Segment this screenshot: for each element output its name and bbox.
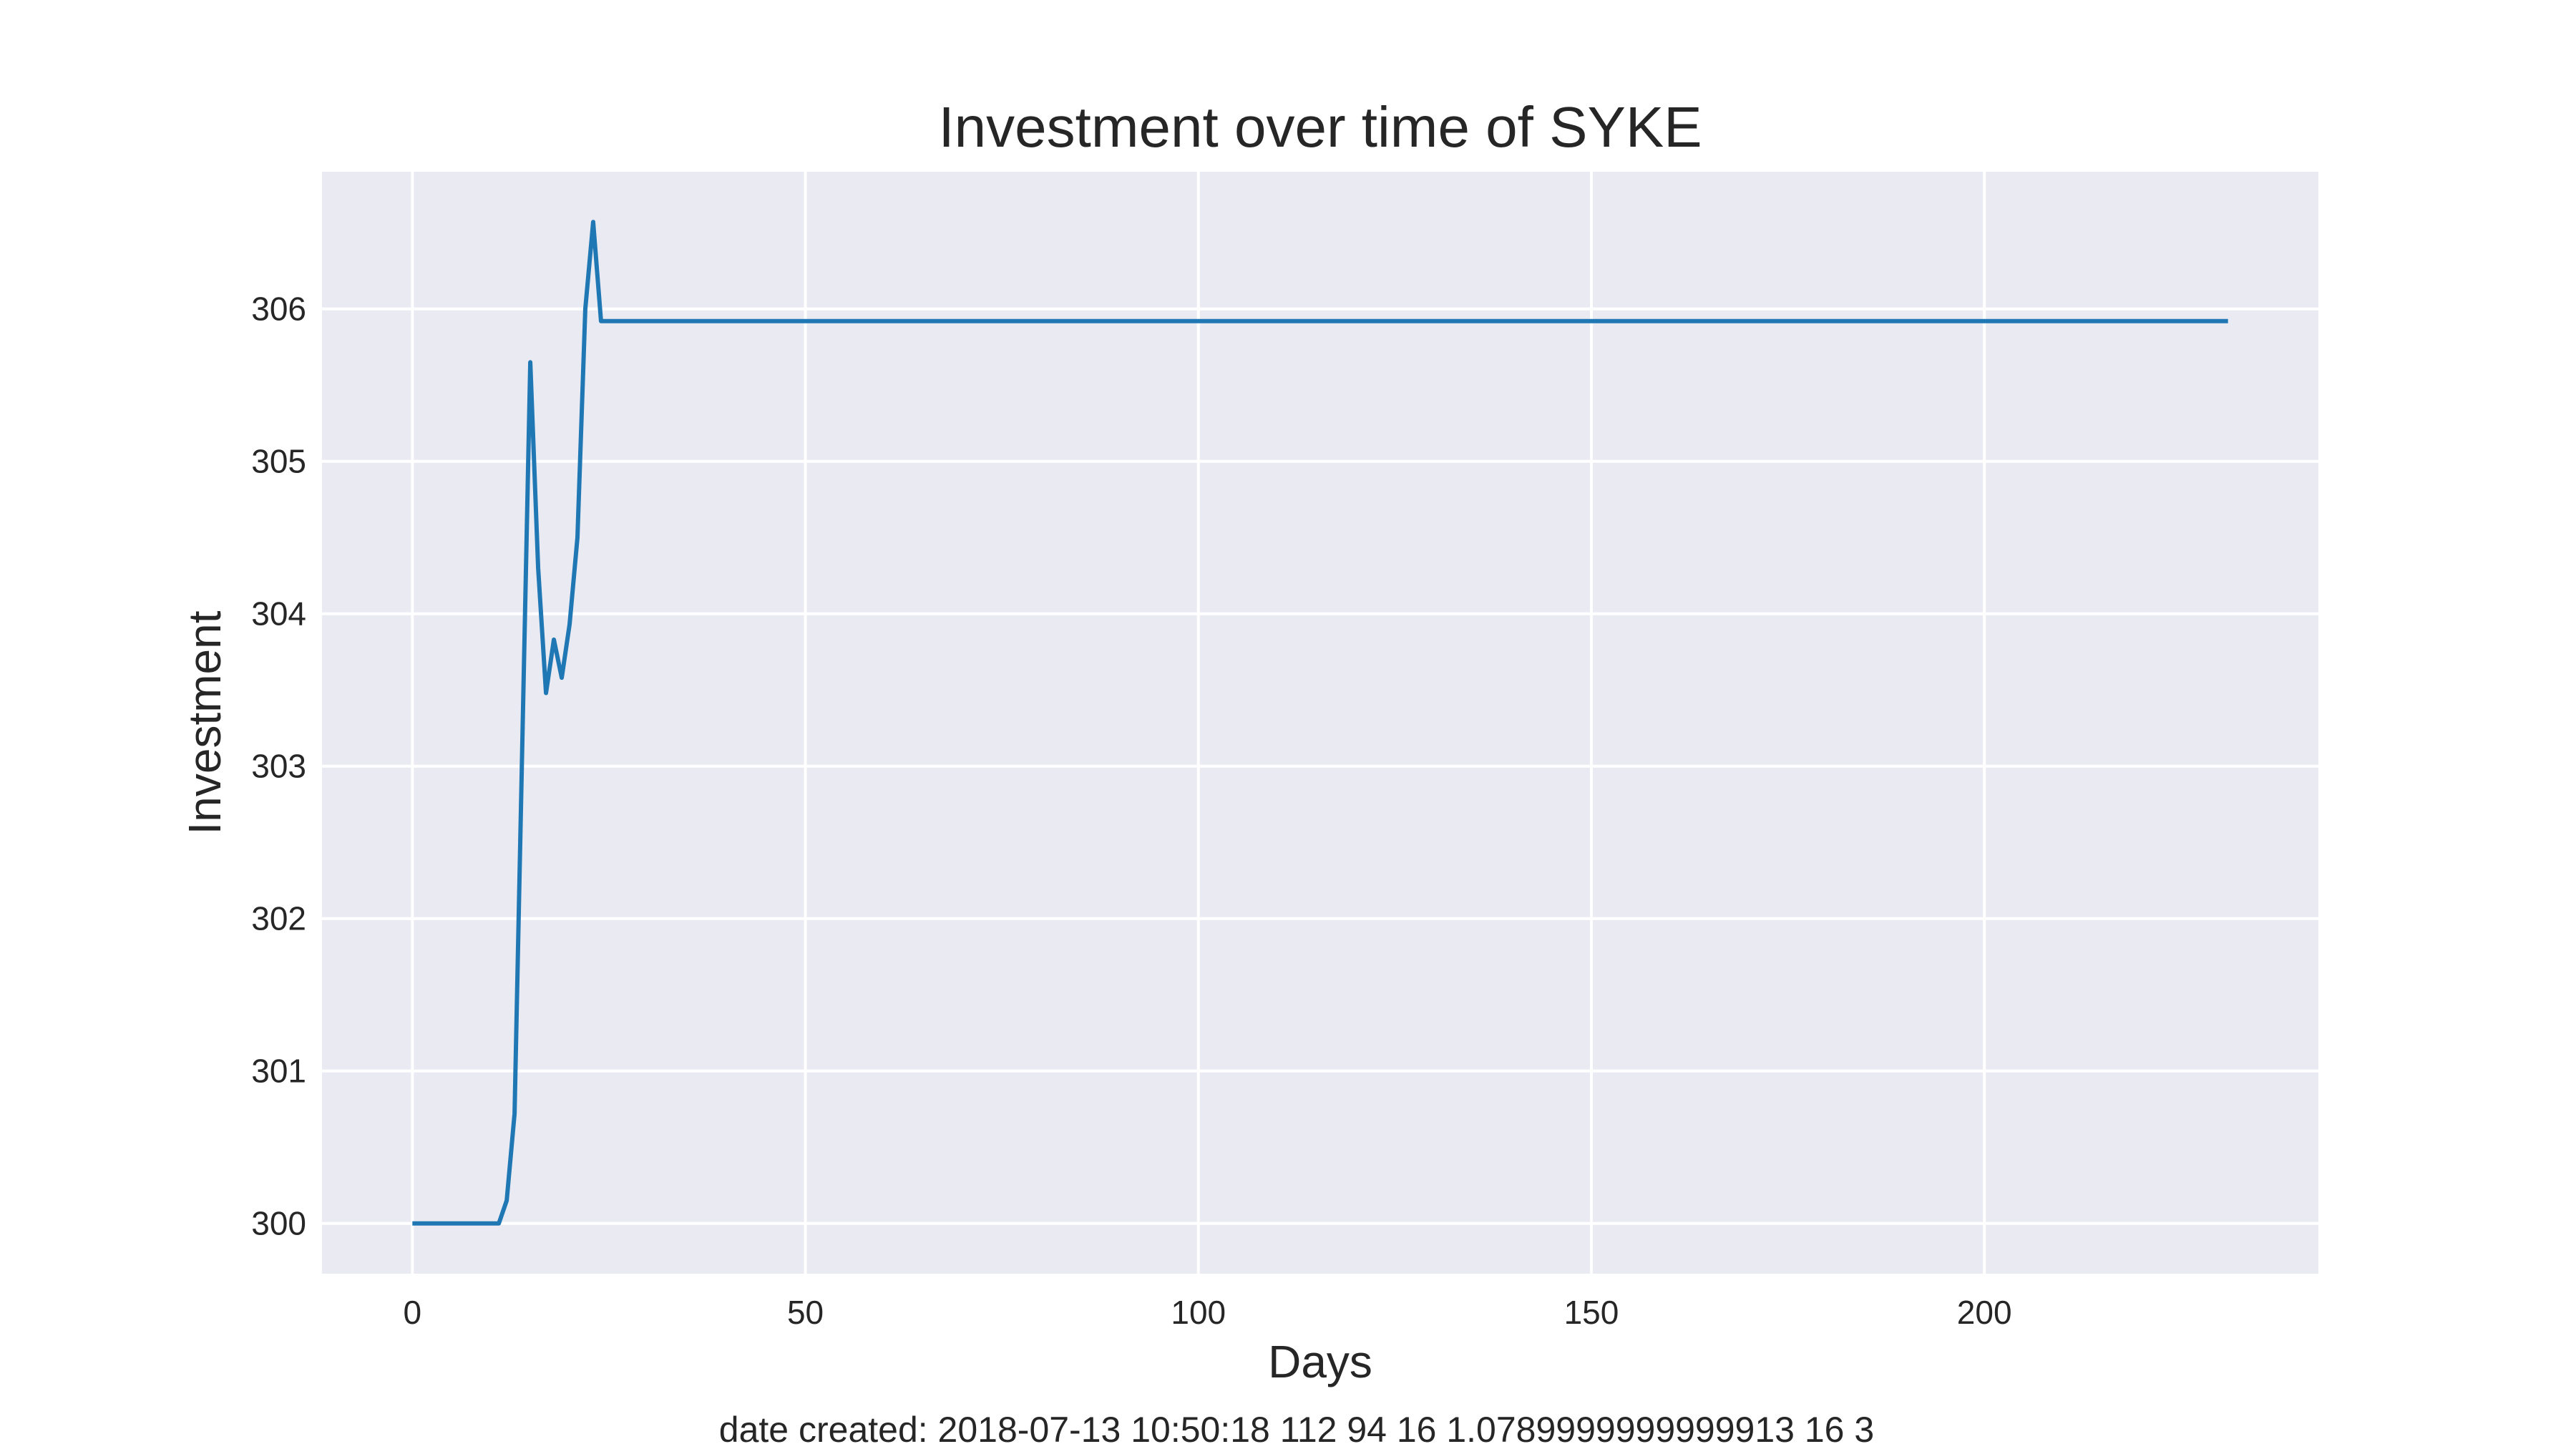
x-tick-labels: 0 50 100 150 200 xyxy=(404,1294,2012,1331)
x-tick-label: 100 xyxy=(1171,1294,1226,1331)
plot-area xyxy=(322,172,2318,1274)
y-tick-label: 305 xyxy=(251,443,306,480)
y-tick-labels: 300 301 302 303 304 305 306 xyxy=(251,291,306,1242)
y-tick-label: 304 xyxy=(251,595,306,633)
x-tick-label: 200 xyxy=(1957,1294,2012,1331)
y-tick-label: 306 xyxy=(251,291,306,328)
x-gridlines xyxy=(411,172,1986,1274)
x-tick-label: 50 xyxy=(787,1294,824,1331)
x-tick-label: 150 xyxy=(1564,1294,1619,1331)
x-tick-label: 0 xyxy=(404,1294,422,1331)
y-axis-label: Investment xyxy=(179,610,230,834)
series-line xyxy=(412,220,2228,1226)
y-tick-label: 300 xyxy=(251,1205,306,1242)
y-tick-label: 301 xyxy=(251,1053,306,1090)
footer-text: date created: 2018-07-13 10:50:18 112 94… xyxy=(719,1410,1874,1449)
chart-title: Investment over time of SYKE xyxy=(938,95,1702,159)
y-tick-label: 303 xyxy=(251,748,306,785)
y-tick-label: 302 xyxy=(251,900,306,937)
x-axis-label: Days xyxy=(1268,1336,1372,1387)
y-gridlines xyxy=(322,307,2318,1225)
